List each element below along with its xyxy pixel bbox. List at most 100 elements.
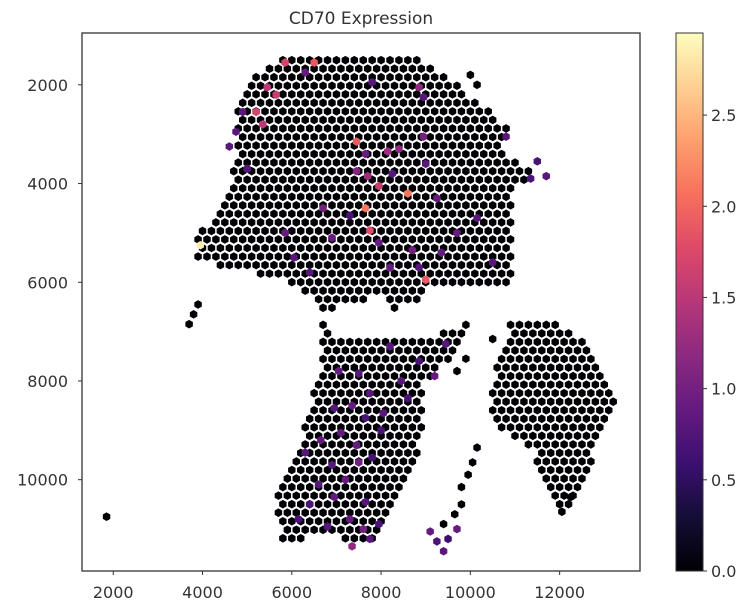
spot	[350, 534, 359, 543]
spot	[292, 474, 300, 483]
spot	[475, 124, 484, 133]
spot	[292, 115, 300, 125]
spot	[497, 235, 506, 244]
spot	[359, 397, 367, 406]
spot	[341, 380, 350, 389]
spot	[395, 72, 403, 82]
spot	[332, 499, 341, 509]
spot	[230, 252, 238, 261]
spot	[533, 440, 542, 449]
spot	[332, 277, 341, 287]
spot	[457, 482, 466, 492]
spot	[310, 388, 318, 398]
spot	[337, 183, 345, 193]
spot	[395, 414, 403, 424]
spot	[328, 337, 336, 347]
spot	[453, 115, 461, 125]
spot	[381, 388, 390, 398]
spot	[453, 98, 461, 108]
spot	[439, 226, 448, 236]
spot	[386, 397, 394, 406]
spot	[515, 405, 524, 415]
spot	[332, 192, 341, 202]
spot	[426, 115, 434, 125]
spot	[419, 132, 428, 141]
spot	[462, 166, 470, 176]
spot	[435, 132, 443, 142]
spot	[341, 294, 350, 304]
spot	[506, 218, 515, 227]
spot	[323, 329, 332, 338]
spot	[377, 465, 385, 475]
spot	[328, 233, 336, 243]
spot	[386, 55, 394, 65]
spot	[404, 124, 412, 133]
spot	[413, 414, 421, 424]
spot	[314, 243, 323, 253]
spot	[341, 192, 350, 202]
spot	[274, 98, 283, 108]
spot	[430, 72, 439, 82]
spot	[279, 107, 287, 116]
spot	[279, 72, 287, 82]
y-tick-label: 8000	[27, 372, 68, 391]
spot	[305, 268, 314, 277]
spot	[408, 235, 417, 244]
spot	[350, 72, 359, 82]
spot	[301, 423, 309, 432]
spot	[346, 440, 354, 449]
spot	[381, 115, 390, 125]
spot	[484, 141, 492, 150]
spot	[314, 448, 323, 458]
spot	[600, 414, 609, 424]
spot	[256, 252, 265, 261]
spot	[497, 388, 506, 398]
spot	[542, 457, 550, 466]
spot	[475, 277, 484, 287]
spot	[419, 92, 428, 102]
spot	[569, 405, 577, 415]
spot	[292, 98, 300, 108]
spot	[520, 414, 528, 424]
spot	[462, 269, 470, 278]
spot	[426, 98, 434, 108]
spot	[314, 209, 323, 219]
spot	[560, 440, 568, 449]
spot	[488, 405, 497, 415]
spot	[524, 166, 533, 176]
spot	[422, 243, 430, 253]
spot	[417, 252, 425, 261]
spot	[346, 525, 354, 535]
spot	[328, 423, 336, 432]
spot	[196, 240, 205, 250]
spot	[390, 405, 399, 415]
spot	[323, 397, 332, 406]
spot	[292, 81, 300, 91]
spot	[471, 183, 479, 193]
spot	[359, 363, 367, 372]
spot	[265, 183, 274, 193]
spot	[332, 72, 341, 82]
spot	[247, 81, 256, 91]
spot	[506, 371, 515, 381]
spot	[261, 243, 269, 253]
spot	[337, 166, 345, 176]
spot	[430, 175, 439, 184]
spot	[533, 405, 542, 415]
spot	[471, 235, 479, 244]
spot	[408, 218, 417, 227]
spot	[297, 55, 305, 65]
spot	[587, 457, 595, 466]
spot	[511, 158, 519, 167]
spot	[328, 303, 336, 313]
spot	[319, 423, 327, 432]
spot	[212, 235, 220, 244]
spot	[386, 431, 394, 441]
spot	[359, 124, 367, 133]
spot	[359, 72, 367, 82]
spot	[337, 201, 345, 210]
spot	[448, 209, 457, 219]
spot	[363, 337, 372, 347]
spot	[234, 141, 242, 150]
spot	[281, 228, 289, 238]
